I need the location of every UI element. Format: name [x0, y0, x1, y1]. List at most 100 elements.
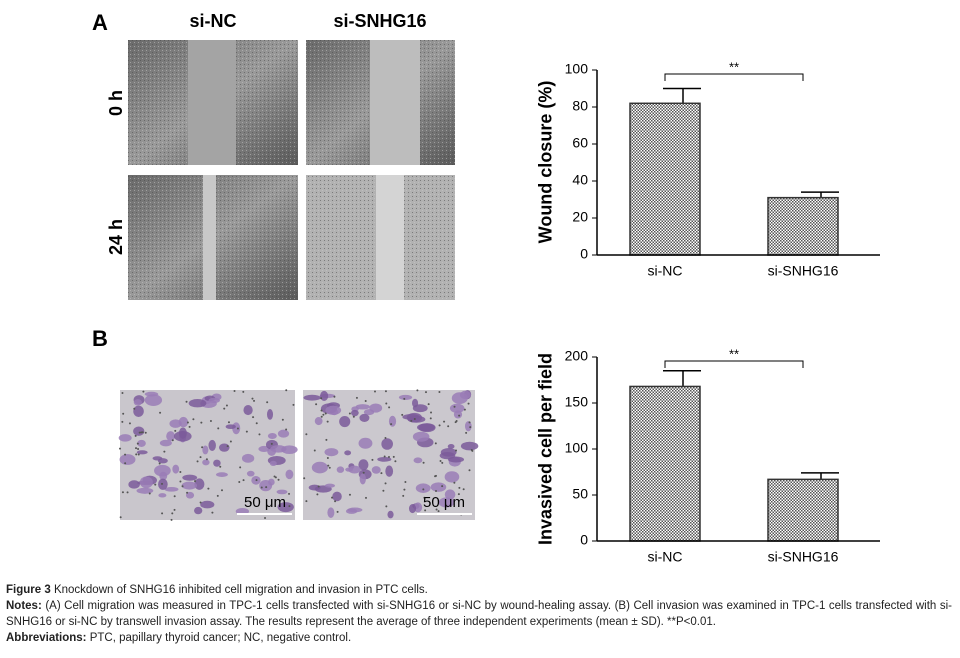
caption-title: Knockdown of SNHG16 inhibited cell migra… [53, 584, 428, 596]
pore [277, 478, 280, 481]
cell-blob [355, 404, 370, 410]
pore [443, 420, 446, 423]
pore [453, 405, 456, 408]
pore [471, 449, 474, 452]
pore [390, 423, 393, 426]
pore [185, 400, 188, 403]
pore [467, 402, 470, 405]
column-label: si-SNHG16 [333, 11, 426, 31]
pore [134, 434, 137, 437]
cell-blob [447, 444, 455, 449]
caption-abbreviations: PTC, papillary thyroid cancer; NC, negat… [89, 632, 352, 644]
cell-blob [172, 464, 180, 474]
cell-blob [235, 507, 250, 515]
pore [317, 485, 320, 488]
cell-blob [128, 480, 140, 489]
column-label: si-NC [189, 11, 236, 31]
cell-blob [225, 424, 236, 429]
pore [179, 480, 182, 483]
pore [142, 390, 145, 393]
pore [186, 491, 189, 494]
pore [422, 461, 425, 464]
pore [355, 396, 358, 399]
pore [404, 481, 407, 484]
cell-blob [137, 439, 146, 447]
pore [422, 488, 425, 491]
cell-blob [412, 398, 419, 408]
pore [225, 404, 228, 407]
pore [158, 462, 161, 465]
pore [463, 408, 466, 411]
cell-blob [303, 394, 321, 401]
cell-blob [381, 438, 393, 450]
pore [435, 508, 438, 511]
cell-blob [385, 465, 394, 477]
pore [402, 494, 405, 497]
cell-blob [332, 491, 342, 502]
panel-label: B [92, 326, 108, 351]
pore [201, 446, 204, 449]
cell-blob [169, 419, 182, 428]
pore [371, 458, 374, 461]
pore [270, 442, 273, 445]
y-tick-label: 60 [572, 135, 588, 151]
pore [392, 455, 395, 458]
cell-blob [181, 481, 198, 490]
cell-blob [188, 398, 207, 408]
pore [126, 491, 129, 494]
cell-blob [144, 391, 159, 397]
cell-blob [133, 426, 145, 436]
pore [326, 420, 329, 423]
cell-blob [269, 460, 277, 466]
pore [331, 496, 334, 499]
significance-bracket [664, 360, 804, 368]
cell-blob [219, 443, 230, 452]
pore [468, 469, 471, 472]
cell-blob [351, 409, 359, 417]
pore [199, 456, 202, 459]
pore [387, 455, 390, 458]
cell-blob [144, 394, 163, 406]
pore [457, 493, 460, 496]
cell-blob [277, 429, 290, 438]
wound-gap [203, 175, 216, 300]
cell-blob [377, 456, 392, 462]
pore [194, 480, 197, 483]
pore [233, 390, 236, 393]
pore [385, 402, 388, 405]
pore [239, 466, 242, 469]
pore [192, 418, 195, 421]
pore [303, 477, 306, 480]
pore [141, 431, 144, 434]
cell-blob [241, 453, 255, 463]
pore [362, 471, 365, 474]
caption-title-line: Figure 3 Knockdown of SNHG16 inhibited c… [6, 582, 952, 598]
pore [163, 450, 166, 453]
pore [333, 395, 336, 398]
cell-blob [320, 390, 329, 402]
row-label: 0 h [106, 90, 126, 116]
cell-blob [246, 470, 255, 477]
pore [288, 492, 291, 495]
pore [305, 433, 308, 436]
pore [253, 399, 256, 402]
y-tick-label: 80 [572, 98, 588, 114]
cell-blob [314, 417, 323, 426]
pore [273, 475, 276, 478]
pore [207, 487, 210, 490]
pore [266, 401, 269, 404]
pore [455, 449, 458, 452]
cell-blob [276, 489, 288, 495]
pore [137, 453, 140, 456]
pore [385, 505, 388, 508]
cell-blob [118, 434, 132, 442]
pore [410, 419, 413, 422]
pore [388, 406, 391, 409]
cell-blob [371, 466, 381, 474]
pore [217, 427, 220, 430]
pore [348, 493, 351, 496]
pore [401, 413, 404, 416]
cell-blob [464, 421, 472, 432]
pore [439, 459, 442, 462]
pore [288, 505, 291, 508]
